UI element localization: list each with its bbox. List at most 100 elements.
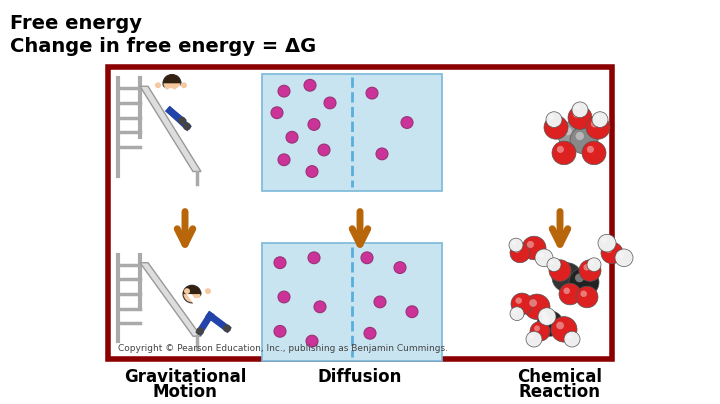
Circle shape (514, 247, 520, 253)
Circle shape (575, 274, 584, 282)
Circle shape (178, 117, 186, 124)
Circle shape (529, 335, 534, 339)
Circle shape (181, 82, 187, 88)
Circle shape (522, 236, 546, 260)
Circle shape (163, 74, 181, 92)
Circle shape (184, 288, 190, 294)
Circle shape (308, 252, 320, 264)
Circle shape (547, 258, 561, 271)
Circle shape (361, 252, 373, 264)
Text: Diffusion: Diffusion (318, 368, 402, 385)
Circle shape (529, 299, 537, 307)
Circle shape (557, 146, 564, 153)
Circle shape (591, 120, 598, 127)
Circle shape (366, 87, 378, 99)
Wedge shape (183, 285, 201, 294)
Bar (262, 243, 442, 361)
Circle shape (539, 252, 544, 258)
Circle shape (541, 311, 547, 317)
Circle shape (549, 115, 554, 120)
Circle shape (579, 260, 601, 281)
Circle shape (205, 288, 211, 294)
Circle shape (575, 105, 580, 110)
Circle shape (569, 267, 599, 297)
Circle shape (549, 120, 556, 127)
Circle shape (406, 306, 418, 318)
Circle shape (324, 97, 336, 109)
Circle shape (564, 288, 570, 294)
Circle shape (535, 249, 553, 267)
Circle shape (550, 261, 554, 265)
Text: Gravitational: Gravitational (124, 368, 246, 385)
Circle shape (552, 263, 582, 292)
Circle shape (558, 269, 567, 278)
Circle shape (278, 154, 290, 166)
Circle shape (526, 331, 542, 347)
Circle shape (557, 322, 564, 329)
Circle shape (271, 107, 283, 119)
Circle shape (552, 141, 576, 165)
Text: Motion: Motion (153, 383, 217, 401)
Circle shape (513, 309, 517, 314)
Circle shape (587, 258, 601, 271)
Circle shape (308, 119, 320, 130)
Circle shape (587, 146, 594, 153)
Circle shape (592, 112, 608, 127)
Circle shape (582, 141, 606, 165)
Polygon shape (140, 263, 201, 336)
Circle shape (196, 327, 204, 335)
Circle shape (509, 238, 523, 252)
Circle shape (618, 252, 624, 258)
Circle shape (511, 293, 533, 315)
Circle shape (615, 249, 633, 267)
Circle shape (537, 311, 563, 336)
Circle shape (527, 241, 534, 248)
Circle shape (274, 257, 286, 269)
Circle shape (590, 261, 594, 265)
Circle shape (510, 307, 524, 320)
Circle shape (598, 234, 616, 252)
Bar (262, 74, 442, 191)
Polygon shape (140, 86, 201, 172)
Circle shape (573, 111, 580, 118)
Circle shape (306, 166, 318, 177)
Text: Copyright © Pearson Education, Inc., publishing as Benjamin Cummings.: Copyright © Pearson Education, Inc., pub… (118, 344, 448, 353)
Circle shape (376, 148, 388, 160)
Circle shape (580, 290, 587, 297)
Text: Reaction: Reaction (519, 383, 601, 401)
Text: Chemical: Chemical (518, 368, 603, 385)
Circle shape (155, 82, 161, 88)
Wedge shape (163, 74, 181, 83)
Circle shape (512, 241, 516, 245)
Circle shape (278, 85, 290, 97)
Circle shape (516, 297, 522, 304)
Circle shape (374, 296, 386, 308)
Circle shape (318, 144, 330, 156)
Circle shape (401, 117, 413, 128)
Text: Change in free energy = ΔG: Change in free energy = ΔG (10, 37, 316, 56)
Circle shape (278, 291, 290, 303)
Circle shape (544, 116, 568, 139)
Circle shape (583, 264, 590, 271)
Circle shape (564, 331, 580, 347)
Circle shape (306, 335, 318, 347)
Circle shape (223, 324, 231, 332)
Circle shape (572, 102, 588, 118)
Circle shape (586, 116, 610, 139)
Bar (108, 67, 612, 359)
Circle shape (530, 322, 550, 341)
Circle shape (549, 260, 571, 281)
Circle shape (602, 238, 607, 243)
Circle shape (575, 132, 584, 140)
Circle shape (559, 283, 581, 305)
Circle shape (558, 122, 586, 149)
Circle shape (601, 242, 623, 264)
Circle shape (542, 316, 550, 324)
Circle shape (546, 112, 562, 127)
Circle shape (595, 115, 600, 120)
Circle shape (183, 285, 201, 303)
Circle shape (534, 326, 540, 331)
Circle shape (576, 286, 598, 308)
Circle shape (364, 327, 376, 339)
Circle shape (183, 122, 191, 130)
